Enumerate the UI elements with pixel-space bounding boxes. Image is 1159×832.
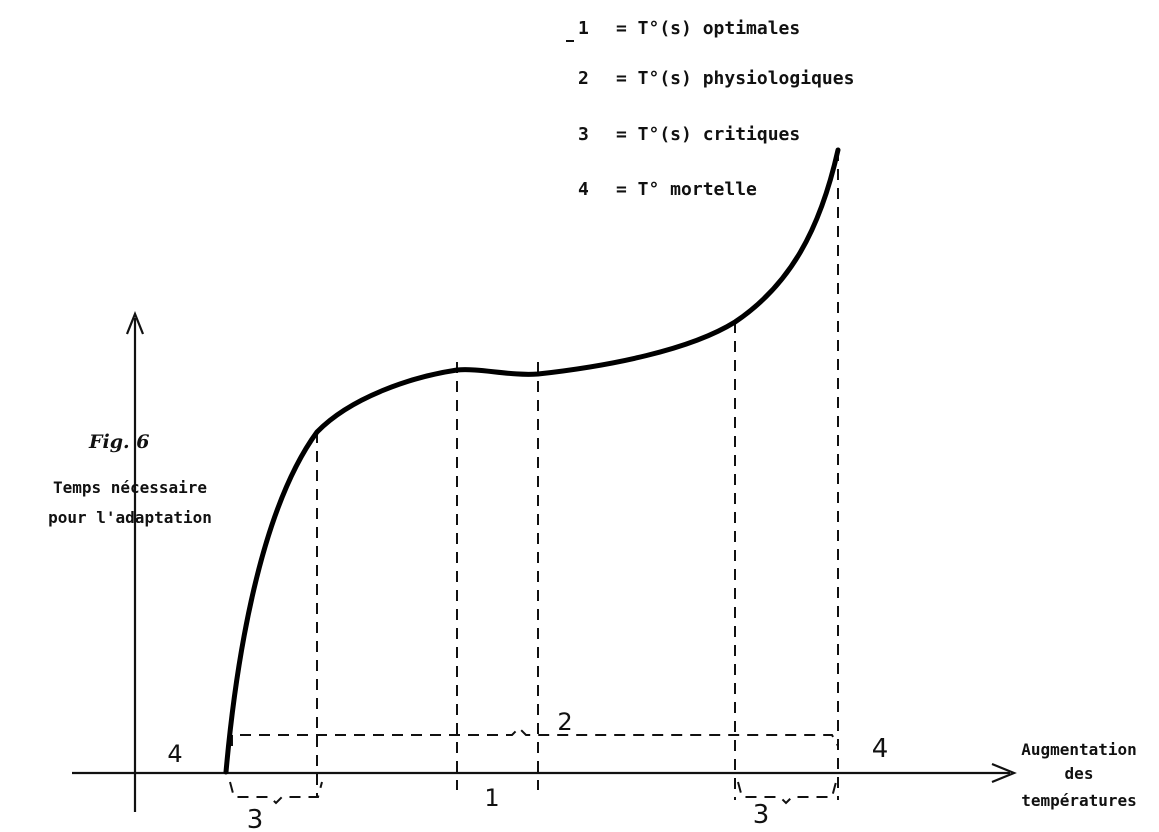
legend-text-3: = T°(s) critiques [616, 124, 800, 145]
zone-label-critical-left: 3 [247, 805, 264, 832]
x-axis-label-line2: des [1065, 764, 1094, 783]
bracket-physiological [231, 726, 839, 747]
legend-number-2: 2 [578, 68, 589, 89]
bracket-critical-right [737, 781, 837, 805]
legend-text-2: = T°(s) physiologiques [616, 68, 854, 89]
x-axis-label-line1: Augmentation [1021, 740, 1137, 759]
zone-label-mortal-right: 4 [872, 734, 889, 764]
zone-label-optimal: 1 [484, 784, 499, 812]
legend-text-4: = T° mortelle [616, 179, 757, 200]
legend: 1 = T°(s) optimales 2 = T°(s) physiologi… [566, 18, 854, 200]
legend-number-1: 1 [578, 18, 589, 39]
zone-label-physiological: 2 [557, 708, 572, 736]
bracket-critical-left [229, 781, 323, 805]
y-axis-label-line1: Temps nécessaire [53, 478, 207, 497]
zone-label-mortal-left: 4 [167, 740, 182, 768]
legend-text-1: = T°(s) optimales [616, 18, 800, 39]
y-axis-arrow-icon [125, 311, 145, 335]
legend-number-3: 3 [578, 124, 589, 145]
y-axis-label-line2: pour l'adaptation [48, 508, 212, 527]
adaptation-time-curve [223, 147, 841, 775]
x-axis-label-line3: températures [1021, 791, 1137, 810]
figure-label: Fig. 6 [88, 431, 149, 453]
zone-label-critical-right: 3 [753, 800, 770, 830]
x-axis-arrow-icon [991, 762, 1017, 784]
legend-number-4: 4 [578, 179, 589, 200]
